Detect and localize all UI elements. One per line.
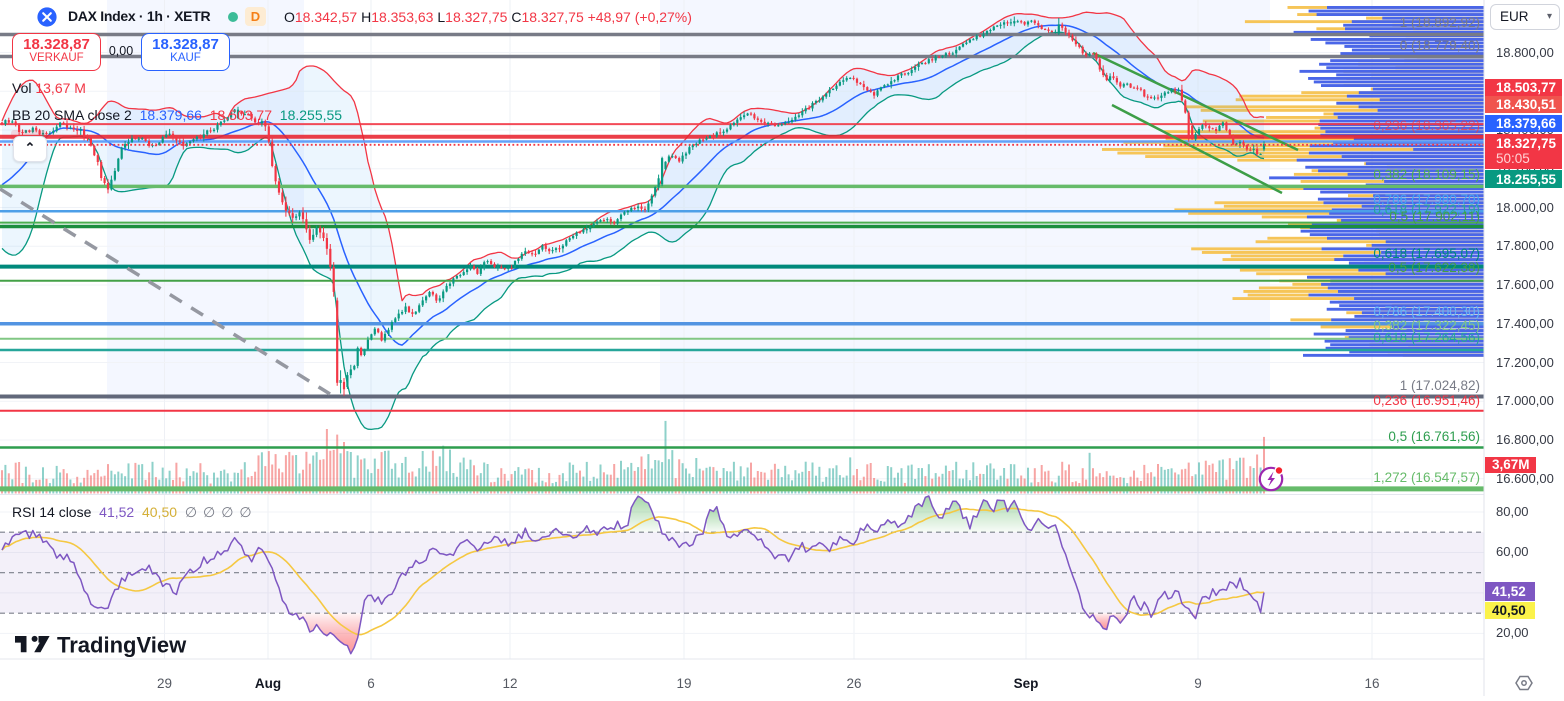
svg-text:TradingView: TradingView: [57, 633, 187, 658]
